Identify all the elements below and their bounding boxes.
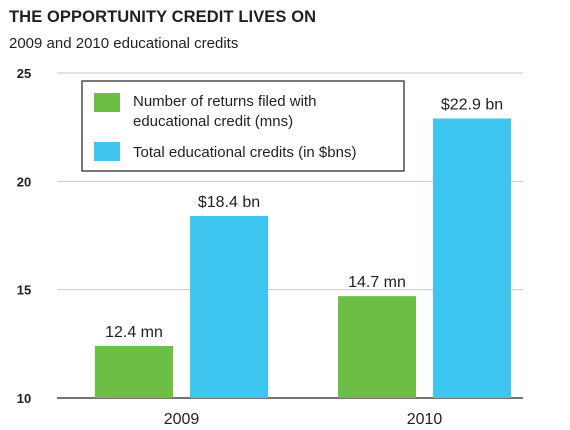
legend-label: Total educational credits (in $bns) <box>133 144 356 161</box>
x-tick-label: 2009 <box>164 411 200 428</box>
data-label: $22.9 bn <box>441 97 503 114</box>
legend-swatch <box>94 142 120 161</box>
y-tick-label: 20 <box>17 174 31 189</box>
bar <box>95 346 173 398</box>
chart-subtitle: 2009 and 2010 educational credits <box>9 35 239 52</box>
y-tick-label: 15 <box>17 283 31 298</box>
y-tick-label: 10 <box>17 391 31 406</box>
data-label: 12.4 mn <box>105 324 163 341</box>
bar <box>433 118 511 398</box>
y-tick-label: 25 <box>17 66 31 81</box>
data-label: $18.4 bn <box>198 194 260 211</box>
chart-title: THE OPPORTUNITY CREDIT LIVES ON <box>9 8 317 26</box>
bar <box>338 296 416 398</box>
bar <box>190 216 268 398</box>
x-tick-label: 2010 <box>407 411 443 428</box>
data-label: 14.7 mn <box>348 274 406 291</box>
legend-box <box>81 80 405 172</box>
legend-swatch <box>94 93 120 112</box>
legend-label: Number of returns filed with <box>133 93 316 110</box>
legend-label: educational credit (mns) <box>133 113 293 130</box>
